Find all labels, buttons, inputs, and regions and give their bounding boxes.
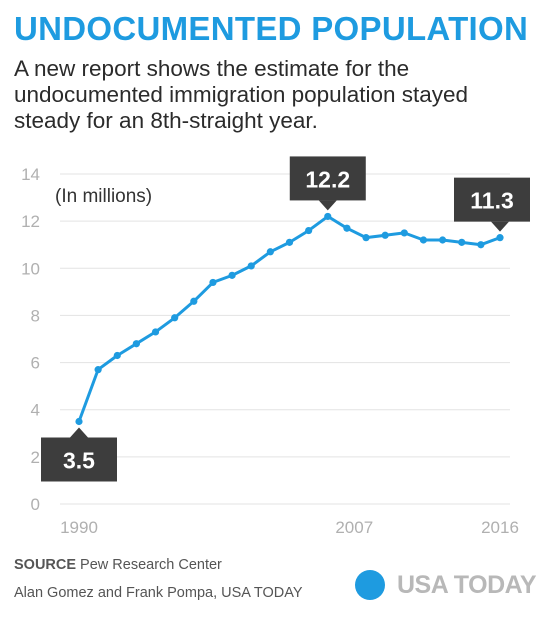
data-point bbox=[151, 328, 160, 336]
logo-dot-icon bbox=[355, 570, 385, 600]
data-point bbox=[496, 234, 504, 242]
chart-title: UNDOCUMENTED POPULATION bbox=[14, 10, 529, 47]
callout-box bbox=[41, 437, 117, 482]
x-tick-label: 1990 bbox=[60, 518, 98, 537]
source-line: SOURCE Pew Research Center bbox=[14, 557, 222, 573]
callout-pointer bbox=[318, 200, 337, 211]
callout-pointer bbox=[70, 427, 88, 438]
data-point bbox=[458, 238, 466, 246]
data-point bbox=[266, 248, 274, 256]
data-point bbox=[419, 236, 428, 244]
x-tick-label: 2016 bbox=[481, 518, 519, 537]
y-tick-label: 8 bbox=[31, 306, 40, 325]
data-point bbox=[190, 297, 198, 305]
usa-today-logo: USA TODAY bbox=[355, 570, 537, 600]
y-tick-label: 12 bbox=[21, 212, 40, 231]
callout-label: 3.5 bbox=[63, 448, 95, 474]
series-line bbox=[77, 214, 501, 423]
y-tick-label: 0 bbox=[31, 495, 40, 514]
source-label: SOURCE bbox=[14, 557, 77, 573]
data-point bbox=[171, 314, 179, 322]
callout-pointer bbox=[491, 221, 509, 232]
y-tick-label: 4 bbox=[31, 401, 40, 420]
data-point bbox=[381, 231, 389, 239]
callout-box bbox=[289, 156, 366, 201]
data-point bbox=[228, 271, 236, 279]
data-point bbox=[285, 238, 294, 246]
line-chart: 0 2 4 6 8 10 12 14 1990 2007 2016 (In millions) 3.5 1… bbox=[21, 156, 530, 537]
data-point bbox=[438, 236, 447, 244]
data-point bbox=[343, 224, 351, 232]
y-tick-label: 14 bbox=[21, 165, 40, 184]
data-point bbox=[247, 262, 255, 270]
data-point bbox=[362, 234, 370, 242]
data-point bbox=[75, 417, 83, 426]
source-text: Pew Research Center bbox=[80, 557, 222, 573]
data-point bbox=[477, 241, 485, 249]
y-tick-label: 6 bbox=[31, 354, 40, 373]
data-point bbox=[400, 229, 408, 237]
y-tick-label: 10 bbox=[21, 259, 40, 278]
callout-box bbox=[454, 177, 530, 222]
data-point bbox=[94, 366, 102, 374]
unit-note: (In millions) bbox=[55, 186, 152, 207]
credit-line: Alan Gomez and Frank Pompa, USA TODAY bbox=[14, 585, 303, 601]
data-point bbox=[324, 212, 332, 221]
data-point bbox=[113, 351, 121, 360]
logo-text: USA TODAY bbox=[397, 570, 537, 599]
x-tick-label: 2007 bbox=[335, 518, 373, 537]
data-point bbox=[132, 340, 141, 348]
chart-subtitle: A new report shows the estimate for the … bbox=[14, 56, 469, 133]
data-point bbox=[209, 278, 217, 287]
callout-label: 11.3 bbox=[470, 188, 514, 214]
callout-label: 12.2 bbox=[305, 166, 350, 192]
data-point bbox=[305, 226, 313, 235]
y-tick-label: 2 bbox=[31, 448, 40, 467]
